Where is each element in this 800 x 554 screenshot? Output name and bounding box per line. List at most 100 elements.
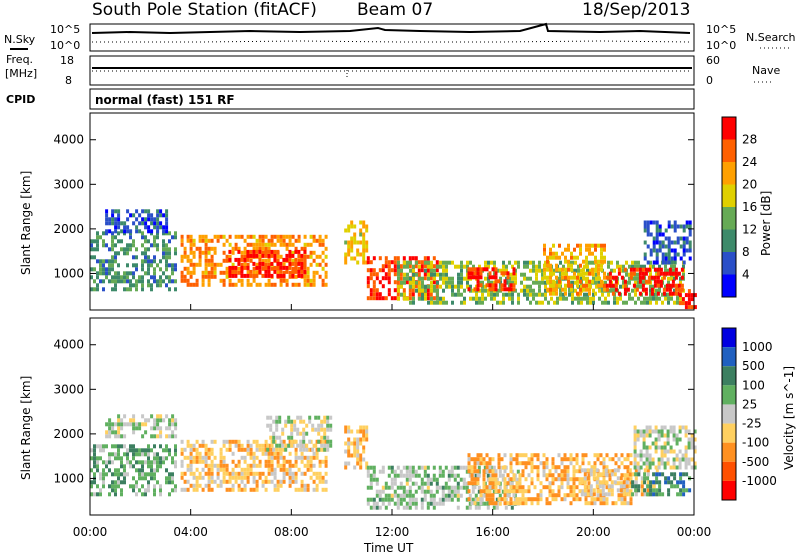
heatmap-cell — [616, 300, 619, 305]
heatmap-cell — [372, 469, 376, 474]
heatmap-cell — [450, 469, 454, 474]
heatmap-cell — [174, 464, 177, 469]
heatmap-cell — [381, 284, 385, 289]
heatmap-cell — [412, 300, 415, 305]
heatmap-cell — [593, 461, 597, 466]
heatmap-cell — [469, 284, 472, 289]
heatmap-cell — [216, 262, 220, 267]
heatmap-cell — [490, 292, 493, 297]
heatmap-cell — [576, 283, 579, 288]
heatmap-cell — [192, 455, 196, 460]
heatmap-cell — [201, 459, 205, 464]
heatmap-cell — [147, 484, 150, 489]
heatmap-cell — [682, 492, 686, 497]
heatmap-cell — [581, 477, 585, 482]
heatmap-cell — [640, 264, 643, 269]
heatmap-cell — [583, 264, 586, 269]
heatmap-cell — [264, 451, 268, 456]
heatmap-cell — [138, 472, 141, 477]
heatmap-cell — [291, 479, 295, 484]
heatmap-cell — [579, 291, 582, 296]
heatmap-cell — [549, 267, 552, 272]
heatmap-cell — [664, 244, 668, 249]
heatmap-cell — [96, 283, 99, 288]
heatmap-cell — [356, 240, 360, 245]
heatmap-cell — [580, 272, 583, 277]
heatmap-cell — [573, 271, 576, 276]
heatmap-cell — [198, 246, 202, 251]
heatmap-cell — [687, 293, 691, 298]
heatmap-cell — [503, 489, 507, 494]
heatmap-cell — [306, 266, 310, 271]
heatmap-cell — [587, 489, 591, 494]
heatmap-cell — [436, 280, 439, 285]
heatmap-cell — [470, 275, 474, 280]
heatmap-cell — [123, 414, 127, 419]
heatmap-cell — [276, 463, 280, 468]
heatmap-cell — [403, 276, 406, 281]
heatmap-cell — [595, 264, 598, 269]
heatmap-cell — [156, 452, 159, 457]
heatmap-cell — [690, 293, 694, 298]
heatmap-cell — [487, 264, 490, 269]
heatmap-cell — [267, 479, 271, 484]
heatmap-cell — [384, 296, 388, 301]
heatmap-cell — [372, 268, 376, 273]
heatmap-cell — [135, 452, 138, 457]
heatmap-cell — [237, 249, 241, 254]
heatmap-cell — [580, 492, 584, 497]
heatmap-cell — [667, 220, 671, 225]
heatmap-cell — [524, 497, 528, 502]
heatmap-cell — [114, 480, 117, 485]
heatmap-cell — [317, 415, 321, 420]
heatmap-cell — [409, 268, 412, 273]
heatmap-cell — [530, 465, 534, 470]
heatmap-cell — [168, 251, 171, 256]
heatmap-cell — [682, 248, 686, 253]
heatmap-cell — [454, 292, 457, 297]
heatmap-cell — [198, 262, 202, 267]
heatmap-cell — [634, 280, 637, 285]
heatmap-cell — [482, 469, 486, 474]
heatmap-cell — [608, 271, 612, 276]
heatmap-cell — [467, 275, 471, 280]
heatmap-cell — [359, 453, 363, 458]
heatmap-cell — [484, 296, 487, 301]
heatmap-cell — [162, 279, 165, 284]
heatmap-cell — [546, 263, 549, 268]
heatmap-cell — [290, 423, 294, 428]
heatmap-cell — [365, 429, 369, 434]
heatmap-cell — [409, 284, 412, 289]
heatmap-cell — [445, 284, 448, 289]
heatmap-cell — [494, 267, 498, 272]
heatmap-cell — [503, 501, 507, 506]
heatmap-cell — [281, 427, 285, 432]
heatmap-cell — [210, 266, 214, 271]
heatmap-cell — [675, 437, 679, 442]
heatmap-cell — [536, 493, 540, 498]
heatmap-cell — [381, 296, 385, 301]
heatmap-cell — [602, 477, 606, 482]
heatmap-cell — [592, 296, 595, 301]
heatmap-cell — [512, 457, 516, 462]
heatmap-cell — [309, 463, 313, 468]
heatmap-cell — [576, 243, 579, 248]
heatmap-cell — [192, 471, 196, 476]
heatmap-cell — [460, 276, 463, 281]
heatmap-cell — [282, 479, 286, 484]
heatmap-cell — [303, 265, 307, 270]
heatmap-cell — [619, 476, 623, 481]
heatmap-cell — [655, 492, 659, 497]
heatmap-cell — [688, 240, 692, 245]
heatmap-cell — [147, 283, 150, 288]
heatmap-cell — [650, 287, 654, 292]
heatmap-cell — [485, 267, 489, 272]
heatmap-cell — [521, 501, 525, 506]
heatmap-cell — [192, 443, 196, 448]
heatmap-cell — [270, 249, 274, 254]
heatmap-cell — [408, 473, 412, 478]
heatmap-cell — [323, 419, 327, 424]
heatmap-cell — [543, 267, 546, 272]
heatmap-cell — [538, 284, 541, 289]
heatmap-cell — [252, 471, 256, 476]
